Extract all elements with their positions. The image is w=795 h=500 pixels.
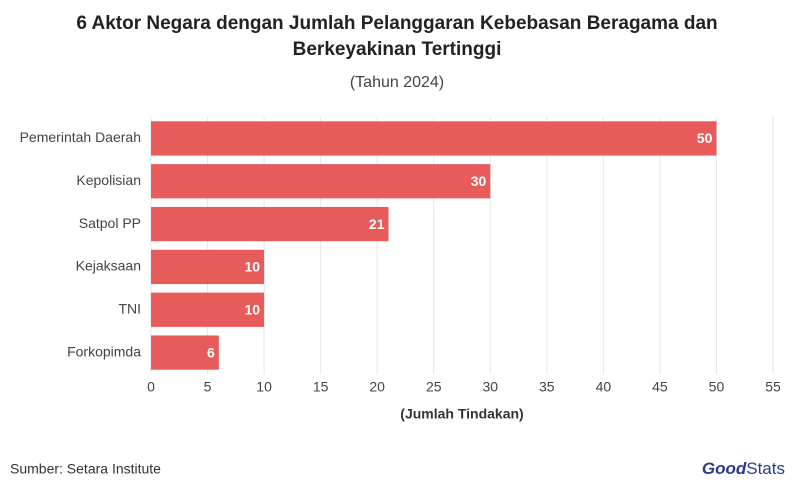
y-tick-label: TNI	[118, 300, 141, 316]
x-tick-label: 55	[765, 379, 781, 395]
x-tick-label: 15	[313, 379, 329, 395]
chart-title: 6 Aktor Negara dengan Jumlah Pelanggaran…	[76, 13, 717, 34]
value-label: 30	[471, 173, 487, 189]
x-tick-label: 50	[709, 379, 725, 395]
y-tick-label: Forkopimda	[67, 343, 141, 359]
y-tick-label: Pemerintah Daerah	[20, 129, 141, 145]
chart-subtitle: (Tahun 2024)	[350, 74, 444, 91]
y-tick-label: Satpol PP	[79, 215, 141, 231]
y-tick-label: Kepolisian	[76, 172, 141, 188]
chart-title: Berkeyakinan Tertinggi	[293, 39, 502, 60]
y-tick-label: Kejaksaan	[76, 258, 141, 274]
brand-part: Stats	[746, 459, 785, 478]
bar	[151, 121, 717, 156]
x-tick-label: 5	[204, 379, 212, 395]
x-tick-label: 35	[539, 379, 555, 395]
value-label: 10	[245, 301, 261, 317]
value-label: 6	[207, 344, 215, 360]
x-tick-label: 45	[652, 379, 668, 395]
value-label: 21	[369, 216, 385, 232]
brand-logo: GoodStats	[702, 459, 785, 478]
bar	[151, 164, 491, 199]
x-tick-label: 20	[369, 379, 385, 395]
x-tick-label: 25	[426, 379, 442, 395]
value-label: 10	[245, 259, 261, 275]
x-tick-label: 0	[147, 379, 155, 395]
x-tick-label: 40	[596, 379, 612, 395]
brand-part: Good	[702, 459, 747, 478]
x-tick-label: 10	[256, 379, 272, 395]
x-axis-label: (Jumlah Tindakan)	[400, 406, 523, 422]
bar	[151, 335, 219, 370]
x-tick-label: 30	[482, 379, 498, 395]
bar	[151, 249, 265, 285]
bar	[151, 292, 265, 327]
value-label: 50	[697, 130, 713, 146]
source: Sumber: Setara Institute	[10, 461, 161, 477]
bar	[151, 206, 389, 242]
